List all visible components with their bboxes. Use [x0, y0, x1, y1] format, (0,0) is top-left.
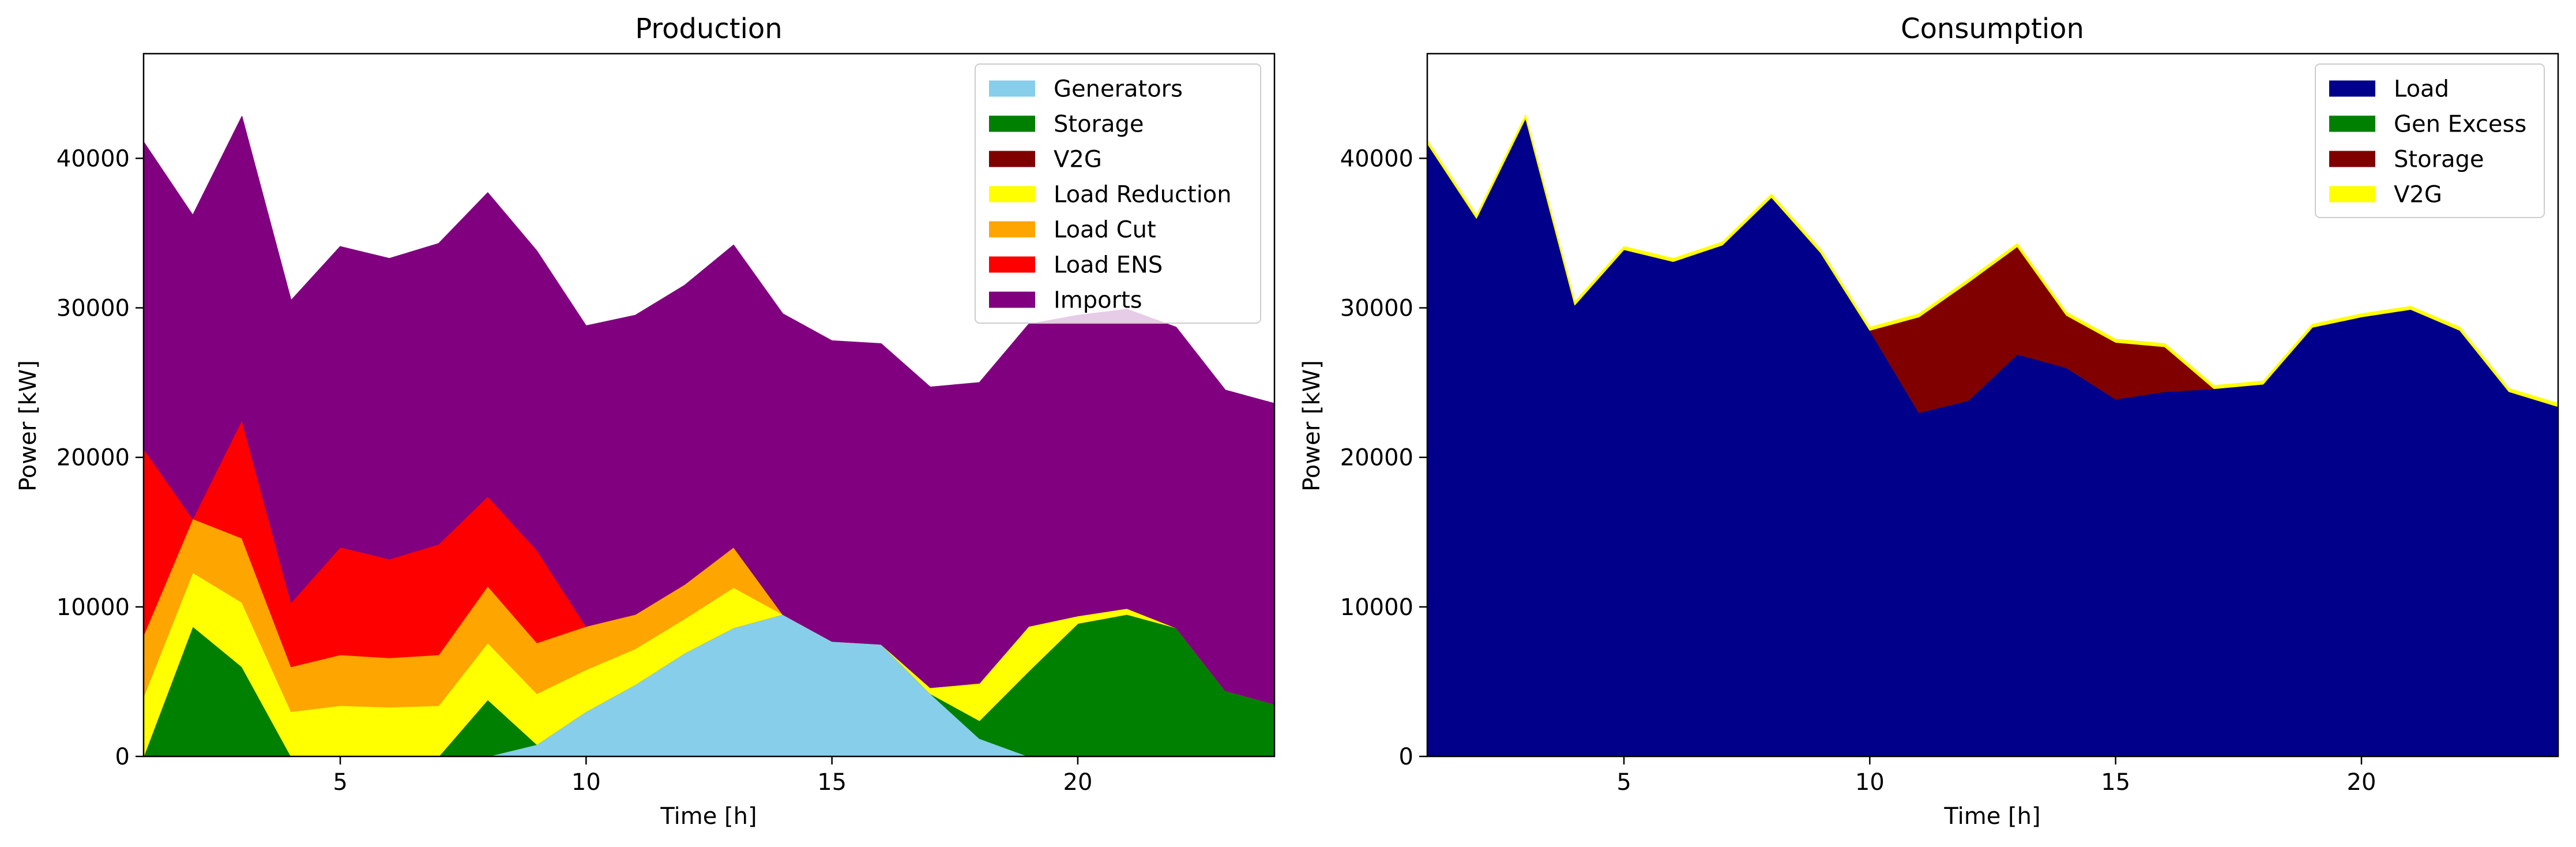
consumption-legend-box: [2315, 63, 2545, 218]
production-legend-label-load-ens: Load ENS: [1054, 252, 1163, 279]
consumption-y-tick-label: 0: [1399, 744, 1413, 770]
production-legend-swatch-generators: [989, 80, 1035, 97]
consumption-y-tick-label: 20000: [1340, 445, 1413, 471]
production-plot-area: [143, 116, 1275, 757]
production-x-tick-label: 20: [1063, 769, 1093, 796]
consumption-chart: 5 10 15 20 0 10000 20000 30000 40000 Consumptio…: [1299, 13, 2559, 830]
consumption-legend-swatch-storage: [2329, 151, 2375, 167]
production-legend-swatch-load-ens: [989, 256, 1035, 273]
consumption-axes-frame: [1426, 53, 2559, 758]
consumption-y-ticks: 0 10000 20000 30000 40000: [1340, 145, 1427, 770]
consumption-y-axis-label: Power [kW]: [1299, 360, 1325, 492]
consumption-chart-title: Consumption: [1901, 13, 2084, 45]
production-axes-frame: [142, 53, 1276, 758]
production-y-tick-label: 10000: [57, 594, 130, 621]
production-legend-swatch-imports: [989, 291, 1035, 308]
production-x-tick-label: 15: [817, 769, 847, 796]
production-chart-title: Production: [635, 13, 782, 45]
consumption-legend-swatch-v2g: [2329, 186, 2375, 203]
production-y-tick-label: 40000: [57, 145, 130, 172]
production-y-tick-label: 30000: [57, 295, 130, 322]
consumption-legend-label-load: Load: [2394, 76, 2449, 103]
production-legend-label-generators: Generators: [1054, 76, 1183, 103]
production-y-tick-label: 0: [115, 744, 130, 770]
production-legend-swatch-load-cut: [989, 221, 1035, 238]
consumption-y-tick-label: 40000: [1340, 145, 1413, 172]
consumption-legend-swatch-gen-excess: [2329, 115, 2375, 132]
production-x-ticks: 5 10 15 20: [333, 756, 1092, 796]
production-legend-label-storage: Storage: [1054, 111, 1144, 138]
consumption-legend-label-gen-excess: Gen Excess: [2394, 111, 2526, 138]
production-y-tick-label: 20000: [57, 445, 130, 471]
consumption-legend-label-v2g: V2G: [2394, 182, 2442, 208]
production-legend-label-v2g: V2G: [1054, 147, 1102, 173]
production-legend-swatch-load-reduction: [989, 186, 1035, 203]
consumption-x-ticks: 5 10 15 20: [1616, 756, 2376, 796]
consumption-y-tick-label: 30000: [1340, 295, 1413, 322]
production-x-tick-label: 10: [571, 769, 601, 796]
consumption-x-axis-label: Time [h]: [1943, 803, 2040, 830]
production-legend-label-imports: Imports: [1054, 287, 1142, 314]
consumption-legend: Load Gen Excess Storage V2G: [2315, 63, 2545, 218]
consumption-x-tick-label: 20: [2347, 769, 2376, 796]
production-legend-swatch-v2g: [989, 151, 1035, 167]
production-legend: Generators Storage V2G Load Reduction Load C…: [975, 63, 1261, 324]
consumption-legend-swatch-load: [2329, 80, 2375, 97]
production-x-axis-label: Time [h]: [660, 803, 757, 830]
consumption-y-tick-label: 10000: [1340, 594, 1413, 621]
production-x-tick-label: 5: [333, 769, 347, 796]
production-legend-swatch-storage: [989, 115, 1035, 132]
production-legend-label-load-reduction: Load Reduction: [1054, 182, 1232, 208]
consumption-x-tick-label: 15: [2101, 769, 2130, 796]
consumption-x-tick-label: 10: [1855, 769, 1885, 796]
production-legend-label-load-cut: Load Cut: [1054, 217, 1156, 243]
production-legend-box: [975, 63, 1261, 324]
production-y-axis-label: Power [kW]: [15, 360, 42, 492]
production-y-ticks: 0 10000 20000 30000 40000: [57, 145, 144, 770]
consumption-x-tick-label: 5: [1616, 769, 1631, 796]
consumption-plot-frame: [1426, 53, 2559, 758]
consumption-legend-label-storage: Storage: [2394, 147, 2484, 173]
production-plot-frame: [142, 53, 1276, 758]
production-chart: 5 10 15 20 0 10000 20000 30000 40000 Production…: [15, 13, 1276, 830]
